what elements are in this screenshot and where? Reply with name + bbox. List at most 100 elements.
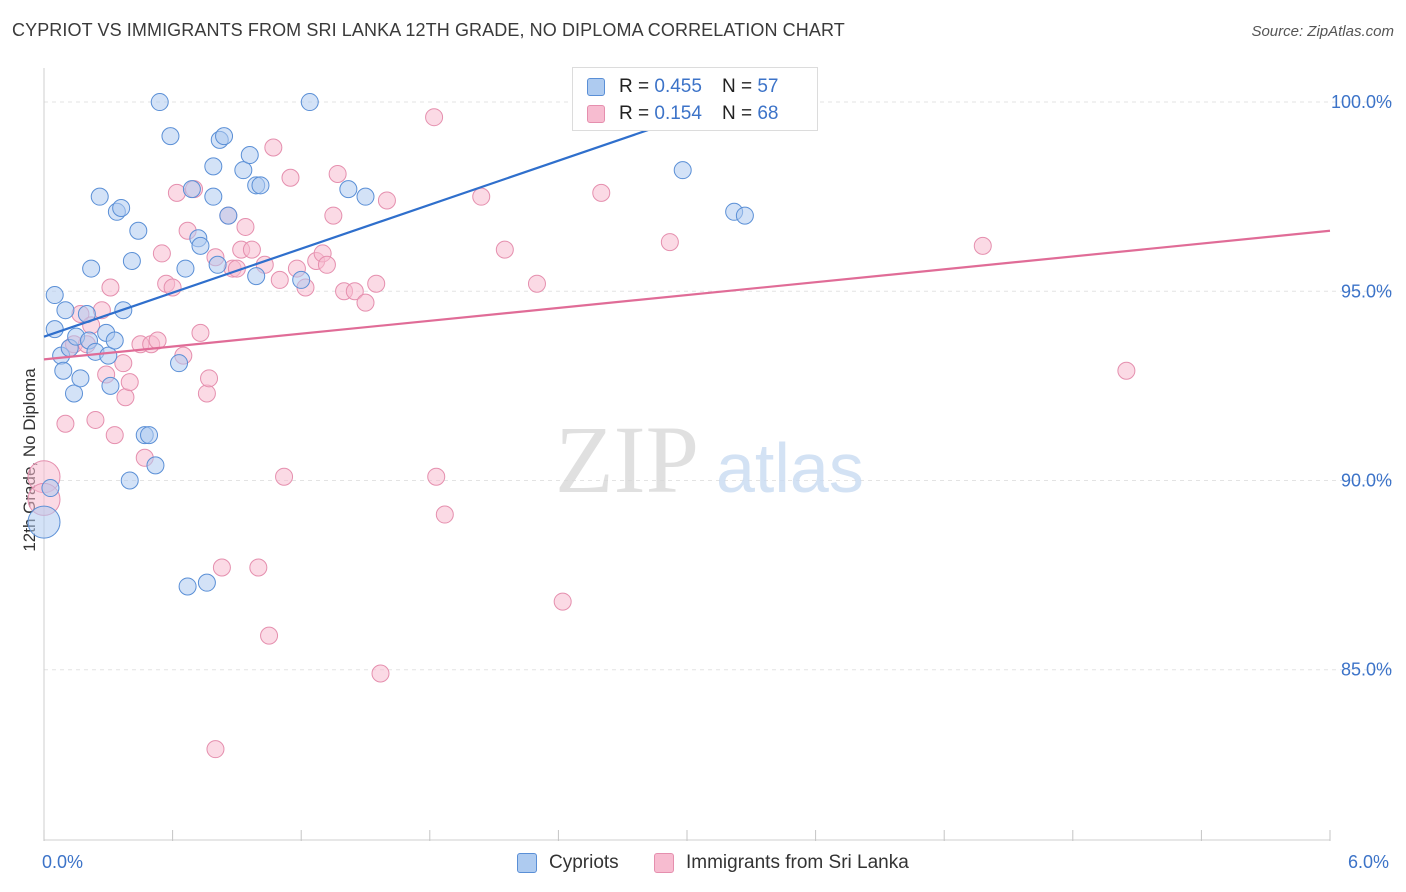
point-cypriots [673, 161, 692, 180]
point-cypriots [27, 505, 61, 539]
legend-swatch-cypriots [587, 78, 605, 96]
point-cypriots [219, 206, 238, 225]
point-cypriots [208, 255, 227, 274]
point-cypriots [45, 286, 64, 305]
y-tick-label: 85.0% [1341, 660, 1392, 680]
axes [43, 68, 1331, 841]
point-sri-lanka [260, 626, 279, 645]
trend-line-sri-lanka [43, 229, 1331, 361]
series-sri-lanka-points [27, 108, 1136, 759]
point-sri-lanka [191, 323, 210, 342]
point-sri-lanka [114, 354, 133, 373]
y-tick-label: 95.0% [1341, 281, 1392, 301]
legend-item-cypriots[interactable]: Cypriots [517, 852, 619, 874]
legend-row-cypriots: R = 0.455 N = 57 [587, 75, 778, 99]
point-sri-lanka [377, 191, 396, 210]
point-sri-lanka [264, 138, 283, 157]
legend-swatch-sri-lanka [654, 853, 674, 873]
point-cypriots [71, 369, 90, 388]
point-cypriots [105, 331, 124, 350]
series-legend: Cypriots Immigrants from Sri Lanka [0, 852, 1406, 878]
point-sri-lanka [281, 168, 300, 187]
point-cypriots [215, 127, 234, 146]
point-cypriots [99, 346, 118, 365]
legend-n-value-cypriots: 57 [757, 76, 779, 97]
point-sri-lanka [427, 467, 446, 486]
point-sri-lanka [425, 108, 444, 127]
point-cypriots [41, 479, 60, 498]
point-cypriots [122, 252, 141, 270]
legend-r-value-cypriots: 0.455 [654, 76, 702, 97]
point-sri-lanka [356, 293, 375, 312]
point-sri-lanka [592, 183, 611, 202]
x-tick-label-max: 6.0% [1348, 852, 1390, 872]
point-sri-lanka [86, 410, 105, 429]
point-sri-lanka [495, 240, 514, 259]
point-cypriots [120, 471, 139, 490]
point-sri-lanka [371, 664, 390, 683]
point-cypriots [191, 236, 210, 255]
point-cypriots [82, 259, 101, 278]
watermark: ZIP atlas [555, 406, 864, 513]
stats-legend: R = 0.455 N = 57 R = 0.154 N = 68 [572, 67, 818, 131]
point-sri-lanka [236, 217, 255, 236]
point-cypriots [129, 221, 148, 240]
point-sri-lanka [275, 467, 294, 486]
point-sri-lanka [324, 206, 343, 225]
point-sri-lanka [197, 384, 216, 403]
legend-n-label: N = [721, 103, 753, 124]
point-sri-lanka [105, 426, 124, 445]
point-sri-lanka [167, 183, 186, 202]
point-sri-lanka [242, 240, 261, 259]
point-cypriots [735, 206, 754, 225]
legend-row-sri-lanka: R = 0.154 N = 68 [587, 102, 778, 126]
point-cypriots [54, 361, 73, 380]
trend-line-cypriots [43, 101, 731, 338]
legend-r-value-sri-lanka: 0.154 [654, 103, 702, 124]
point-sri-lanka [152, 244, 171, 263]
point-cypriots [146, 456, 165, 475]
point-sri-lanka [56, 414, 75, 433]
point-cypriots [170, 354, 189, 373]
point-cypriots [65, 384, 84, 403]
point-sri-lanka [527, 274, 546, 293]
point-cypriots [300, 93, 319, 112]
point-cypriots [234, 161, 253, 180]
legend-label-cypriots: Cypriots [549, 852, 619, 873]
point-cypriots [176, 259, 195, 278]
point-sri-lanka [270, 270, 289, 289]
point-sri-lanka [345, 282, 364, 301]
point-cypriots [204, 187, 223, 206]
y-tick-label: 90.0% [1341, 470, 1392, 490]
legend-item-sri-lanka[interactable]: Immigrants from Sri Lanka [654, 852, 909, 874]
point-cypriots [101, 376, 120, 395]
legend-label-sri-lanka: Immigrants from Sri Lanka [686, 852, 909, 873]
point-sri-lanka [212, 558, 231, 577]
point-sri-lanka [553, 592, 572, 611]
point-cypriots [356, 187, 375, 206]
point-cypriots [240, 146, 259, 165]
legend-r-label: R = [619, 76, 650, 97]
point-cypriots [140, 426, 159, 445]
point-sri-lanka [200, 369, 219, 388]
y-tick-label: 100.0% [1331, 92, 1392, 112]
point-sri-lanka [116, 388, 135, 407]
watermark-atlas: atlas [716, 429, 864, 507]
point-sri-lanka [120, 373, 139, 392]
point-cypriots [178, 577, 197, 596]
point-cypriots [247, 267, 266, 286]
point-cypriots [182, 180, 201, 199]
point-cypriots [90, 187, 109, 206]
point-sri-lanka [435, 505, 454, 524]
watermark-zip: ZIP [555, 406, 699, 513]
legend-n-value-sri-lanka: 68 [757, 103, 779, 124]
chart-title: CYPRIOT VS IMMIGRANTS FROM SRI LANKA 12T… [12, 20, 845, 40]
trend-lines [43, 101, 1331, 361]
point-sri-lanka [328, 164, 347, 183]
point-sri-lanka [660, 233, 679, 252]
x-tick-label-min: 0.0% [42, 852, 84, 872]
point-cypriots [112, 199, 131, 218]
point-sri-lanka [317, 255, 336, 274]
point-cypriots [204, 157, 223, 176]
point-cypriots [339, 180, 358, 199]
